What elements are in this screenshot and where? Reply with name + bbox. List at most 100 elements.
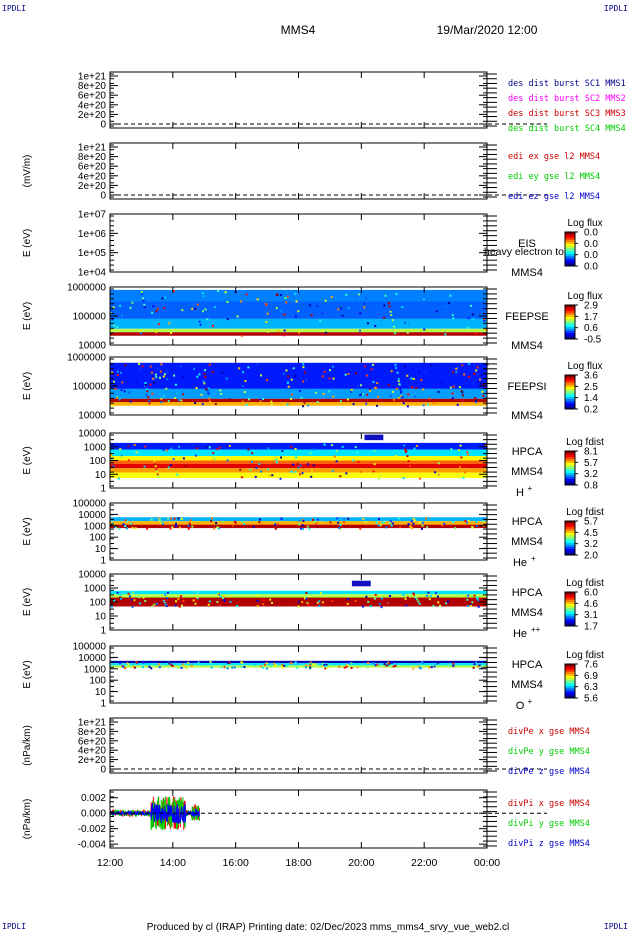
spectrogram-speckle xyxy=(161,297,164,300)
spectrogram-speckle xyxy=(213,458,216,461)
spectrogram-speckle xyxy=(169,517,172,520)
colorbar-step xyxy=(565,606,575,609)
spectrogram-speckle xyxy=(285,301,288,304)
spectrogram-speckle xyxy=(309,666,312,669)
spectrogram-band xyxy=(110,594,487,598)
spectrogram-speckle xyxy=(144,599,147,602)
spectrogram-speckle xyxy=(228,661,231,664)
panel-frame xyxy=(109,71,488,129)
spectrogram-speckle xyxy=(167,517,170,520)
spectrogram-speckle xyxy=(432,604,435,607)
spectrogram-speckle xyxy=(481,310,484,313)
spectrogram-speckle xyxy=(216,600,219,603)
colorbar-step xyxy=(565,529,575,532)
colorbar-step xyxy=(565,385,575,388)
spectrogram-speckle xyxy=(181,376,184,379)
colorbar-step xyxy=(565,305,575,308)
spectrogram-speckle xyxy=(337,521,340,524)
spectrogram-speckle xyxy=(236,315,239,318)
spectrogram-speckle xyxy=(247,448,250,451)
spectrogram-speckle xyxy=(127,459,130,462)
spectrogram-speckle xyxy=(229,600,232,603)
spectrogram-speckle xyxy=(287,385,290,388)
spectrogram-speckle xyxy=(389,520,392,523)
spectrogram-speckle xyxy=(262,599,265,602)
spectrogram-speckle xyxy=(283,329,286,332)
spectrogram-speckle xyxy=(460,456,463,459)
colorbar-step xyxy=(565,319,575,322)
spectrogram-speckle xyxy=(404,321,407,324)
spectrogram-speckle xyxy=(268,474,271,477)
spectrogram-speckle xyxy=(175,525,178,528)
spectrogram-speckle xyxy=(305,597,308,600)
spectrogram-speckle xyxy=(116,591,119,594)
spectrogram-speckle xyxy=(280,518,283,521)
spectrogram-speckle xyxy=(407,460,410,463)
spectrogram-speckle xyxy=(324,375,327,378)
colorbar-step xyxy=(565,307,575,310)
spectrogram-speckle xyxy=(272,662,275,665)
spectrogram-speckle xyxy=(434,471,437,474)
spectrogram-speckle xyxy=(306,662,309,665)
spectrogram-speckle xyxy=(111,522,114,525)
y-tick-label: 0.002 xyxy=(81,793,106,804)
spectrogram-speckle xyxy=(330,295,333,298)
spectrogram-speckle xyxy=(316,664,319,667)
spectrogram-speckle xyxy=(345,293,348,296)
panel-p11: 0.002 0.000 -0.002 -0.004 (nPa/km) divPi x gs… xyxy=(22,789,590,851)
colorbar-step xyxy=(565,234,575,237)
spectrogram-speckle xyxy=(143,465,146,468)
spectrogram-speckle xyxy=(321,312,324,315)
colorbar-step xyxy=(565,453,575,456)
spectrogram-speckle xyxy=(210,666,213,669)
spectrogram-speckle xyxy=(390,524,393,527)
spectrogram-speckle xyxy=(194,401,197,404)
spectrogram-speckle xyxy=(133,443,136,446)
colorbar-tick-label: 0.0 xyxy=(584,239,598,250)
spectrogram-speckle xyxy=(323,370,326,373)
spectrogram-speckle xyxy=(141,293,144,296)
spectrogram-speckle xyxy=(122,665,125,668)
spectrogram-speckle xyxy=(444,602,447,605)
spectrogram-speckle xyxy=(402,477,405,480)
colorbar-step xyxy=(565,250,575,253)
colorbar-tick-label: 1.7 xyxy=(584,312,598,323)
spectrogram-speckle xyxy=(373,597,376,600)
spectrogram-speckle xyxy=(187,524,190,527)
spectrogram-speckle xyxy=(181,309,184,312)
spectrogram-speckle xyxy=(472,666,475,669)
spectrogram-speckle xyxy=(386,602,389,605)
spacecraft-label: MMS4 xyxy=(511,607,543,619)
spectrogram-speckle xyxy=(316,602,319,605)
spectrogram-speckle xyxy=(335,449,338,452)
spectrogram-speckle xyxy=(269,665,272,668)
spectrogram-speckle xyxy=(384,294,387,297)
spectrogram-speckle xyxy=(425,517,428,520)
spectrogram-speckle xyxy=(467,317,470,320)
colorbar-step xyxy=(565,451,575,454)
colorbar-tick-label: 0.0 xyxy=(584,262,598,273)
spectrogram-speckle xyxy=(240,300,243,303)
spectrogram-speckle xyxy=(428,666,431,669)
spectrogram-speckle xyxy=(119,371,122,374)
spectrogram-speckle xyxy=(385,526,388,529)
spectrogram-speckle xyxy=(142,299,145,302)
spectrogram-speckle xyxy=(239,468,242,471)
spectrogram-speckle xyxy=(346,398,349,401)
spectrogram-speckle xyxy=(321,601,324,604)
colorbar-step xyxy=(565,694,575,697)
panel-p5: 1000000 100000 10000 E (eV) FEEPSI MMS4 Log fl… xyxy=(22,353,603,423)
spectrogram-speckle xyxy=(406,455,409,458)
spectrogram-speckle xyxy=(427,591,430,594)
panel-frame xyxy=(109,717,488,774)
colorbar-tick-label: 6.9 xyxy=(584,671,598,682)
spectrogram-speckle xyxy=(305,664,308,667)
spectrogram-speckle xyxy=(452,385,455,388)
spectrogram-speckle xyxy=(210,520,213,523)
spectrogram-p8 xyxy=(110,580,487,609)
spectrogram-speckle xyxy=(249,468,252,471)
colorbar-tick-label: 0.8 xyxy=(584,481,598,492)
spectrogram-speckle xyxy=(366,393,369,396)
spectrogram-speckle xyxy=(294,470,297,473)
spectrogram-speckle xyxy=(311,447,314,450)
